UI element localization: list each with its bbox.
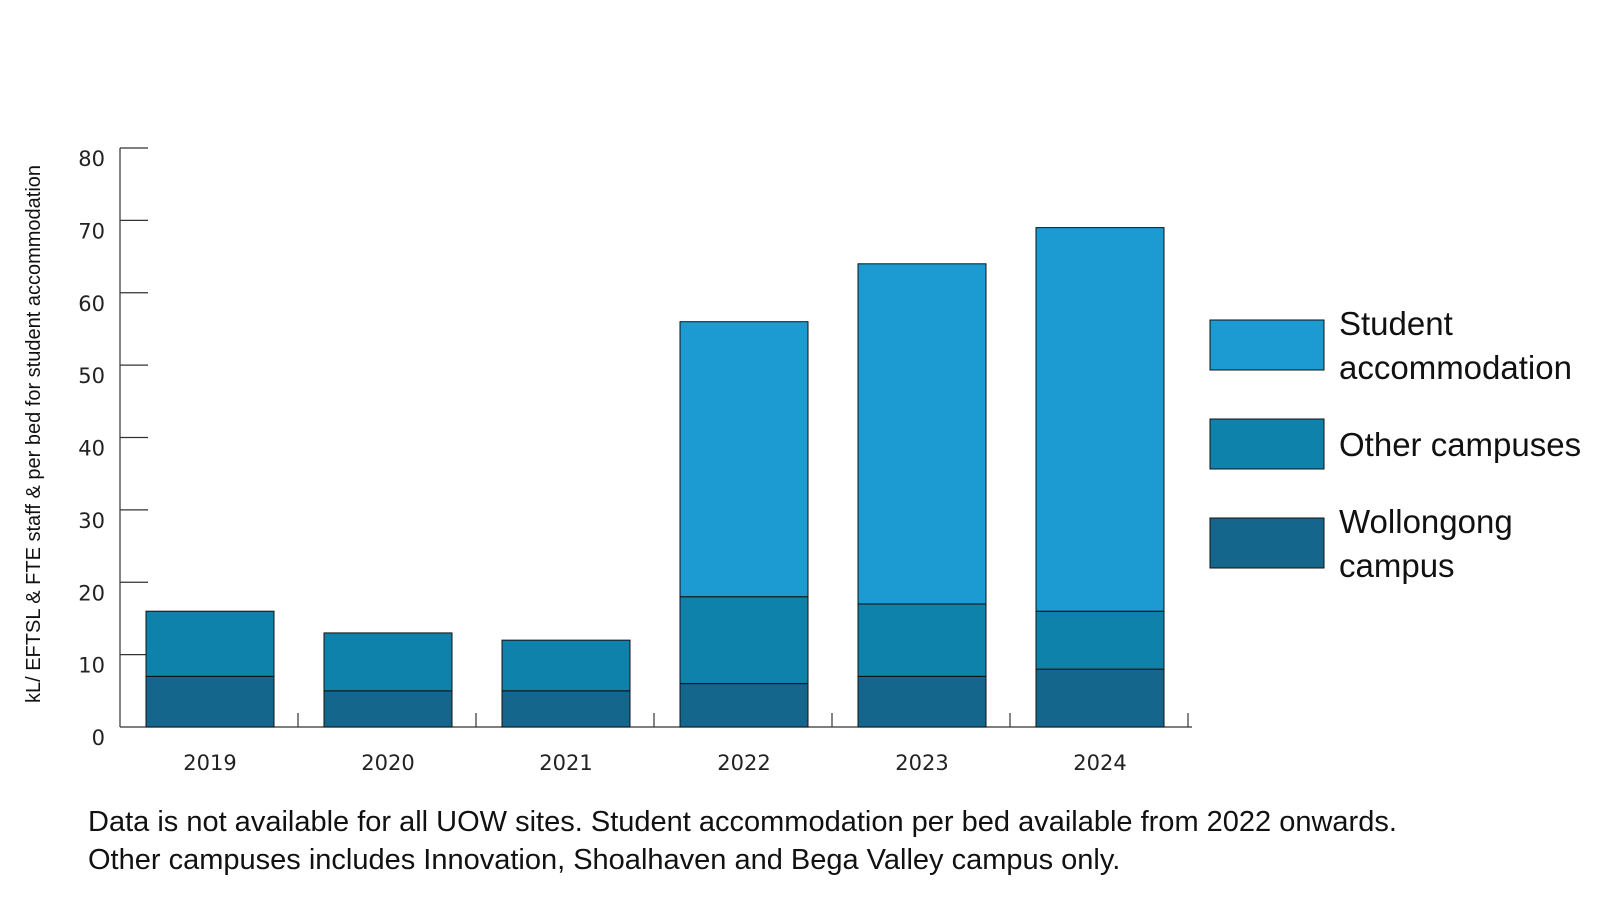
x-category-label: 2020 [361, 751, 414, 775]
y-tick-labels: 0 10 20 30 40 50 60 70 80 [78, 147, 105, 750]
bar-2022-wollongong-campus [679, 683, 809, 728]
x-category-label: 2019 [183, 751, 236, 775]
y-tick-label: 20 [78, 581, 105, 605]
y-tick-label: 60 [78, 292, 105, 316]
y-tick-label: 40 [78, 437, 105, 461]
y-tick-label: 70 [78, 219, 105, 243]
bar-2021-other-campuses [501, 639, 631, 692]
legend-label: Wollongong [1339, 503, 1513, 540]
bar-2022-other-campuses [679, 596, 809, 685]
bar-2019-wollongong-campus [145, 675, 275, 728]
bar-2020-wollongong-campus [323, 690, 453, 728]
y-tick-label: 0 [92, 726, 105, 750]
chart-bars [145, 227, 1165, 728]
bar-2022-student-accommodation [679, 321, 809, 598]
legend-label: accommodation [1339, 349, 1572, 386]
legend-swatch [1209, 418, 1325, 470]
y-tick-label: 30 [78, 509, 105, 533]
bar-2020-other-campuses [323, 632, 453, 692]
x-category-label: 2022 [717, 751, 770, 775]
footnote-line-2: Other campuses includes Innovation, Shoa… [88, 844, 1121, 876]
x-category-label: 2023 [895, 751, 948, 775]
bar-2019-other-campuses [145, 610, 275, 677]
legend-label: Student [1339, 305, 1453, 342]
legend: Student accommodation Other campuses Wollon… [1209, 305, 1581, 584]
footnote-line-1: Data is not available for all UOW sites.… [88, 806, 1397, 838]
bar-2021-wollongong-campus [501, 690, 631, 728]
legend-label: campus [1339, 547, 1455, 584]
legend-swatch [1209, 517, 1325, 569]
chart-axes [119, 147, 1192, 728]
bar-2023-wollongong-campus [857, 675, 987, 728]
legend-swatch [1209, 319, 1325, 371]
y-tick-label: 80 [78, 147, 105, 171]
x-category-label: 2024 [1073, 751, 1126, 775]
bar-2023-other-campuses [857, 603, 987, 677]
x-category-label: 2021 [539, 751, 592, 775]
y-tick-label: 50 [78, 364, 105, 388]
y-axis-label: kL/ EFTSL & FTE staff & per bed for stud… [23, 165, 45, 703]
bar-2024-student-accommodation [1035, 227, 1165, 612]
x-category-labels: 2019 2020 2021 2022 2023 2024 [183, 751, 1126, 775]
bar-2024-other-campuses [1035, 610, 1165, 670]
legend-label: Other campuses [1339, 426, 1581, 463]
bar-2024-wollongong-campus [1035, 668, 1165, 728]
bar-2023-student-accommodation [857, 263, 987, 605]
y-tick-label: 10 [78, 654, 105, 678]
